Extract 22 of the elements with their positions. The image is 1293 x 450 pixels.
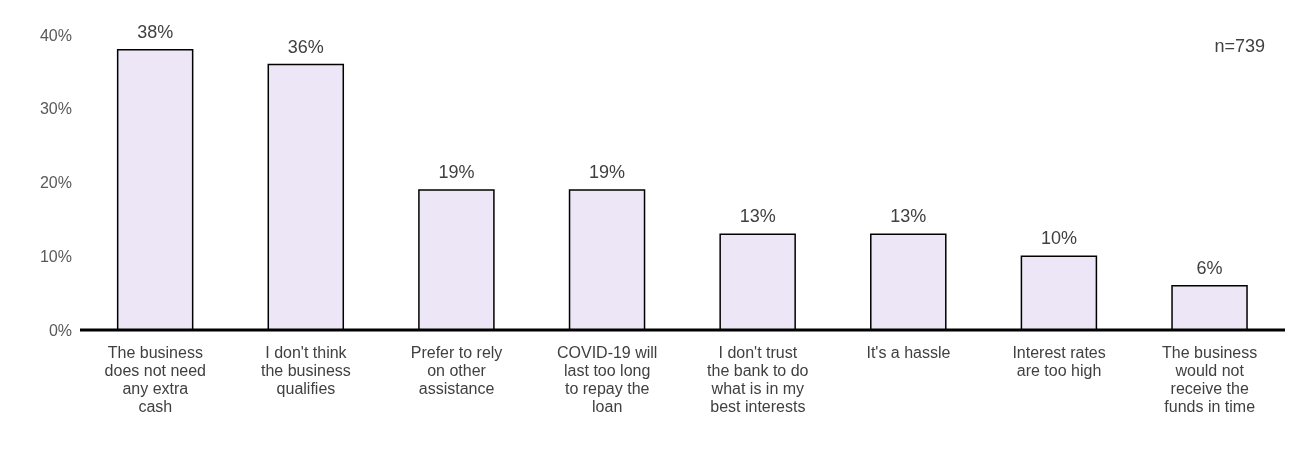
x-tick-label: COVID-19 will last too long to repay the loan	[556, 344, 658, 415]
x-tick-label: I don't trust the bank to do what is in my best interests	[707, 344, 809, 415]
data-label: 38%	[137, 21, 174, 42]
y-tick-label: 0%	[48, 321, 72, 339]
x-tick-label: I don't think the business qualifies	[261, 344, 351, 397]
x-tick-label: It's a hassle	[866, 344, 951, 361]
x-tick-label: Prefer to rely on other assistance	[410, 344, 503, 397]
x-tick-label: The business would not receive the funds in time	[1162, 344, 1258, 415]
data-label: 10%	[1040, 228, 1077, 249]
x-tick-label: Interest rates are too high	[1012, 344, 1106, 379]
data-label: 19%	[589, 161, 626, 182]
y-tick-label: 10%	[39, 247, 72, 265]
data-label: 13%	[890, 206, 927, 227]
annotation: n=739	[1214, 36, 1265, 57]
data-label: 6%	[1196, 257, 1223, 278]
x-tick-label: The business does not need any extra cash	[104, 344, 207, 415]
y-tick-label: 20%	[39, 174, 72, 192]
y-tick-label: 40%	[39, 26, 72, 44]
y-tick-label: 30%	[39, 100, 72, 118]
data-label: 13%	[739, 206, 776, 227]
data-label: 36%	[287, 36, 324, 57]
data-label: 19%	[438, 161, 475, 182]
